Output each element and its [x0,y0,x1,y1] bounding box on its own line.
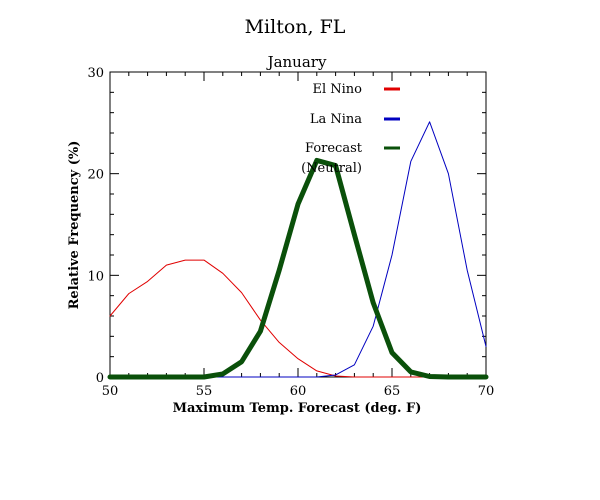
chart-title: Milton, FL [245,16,346,38]
x-tick-label: 65 [384,384,401,399]
legend-label-2: La Nina [310,112,362,127]
x-tick-label: 50 [102,384,119,399]
series-line-2 [109,121,487,378]
plot-frame [109,71,487,378]
x-tick-label: 70 [478,384,495,399]
y-tick-label: 30 [87,66,104,81]
chart-subtitle: January [266,53,327,71]
y-tick-label: 10 [87,269,104,284]
legend-label-3: (Neutral) [301,161,362,176]
y-axis-label: Relative Frequency (%) [67,141,82,310]
y-tick-label: 20 [87,168,104,183]
x-tick-label: 55 [196,384,213,399]
x-axis-label: Maximum Temp. Forecast (deg. F) [173,401,422,416]
series-line-3 [107,157,489,380]
x-tick-label: 60 [290,384,307,399]
series-line-1 [109,259,487,378]
plot-area: 50 55 60 65 70 0 10 20 30 El Nino La Nina Forecast (… [87,66,494,399]
y-tick-label: 0 [96,371,104,386]
legend-label-1: El Nino [312,82,362,97]
legend-label-3: Forecast [305,141,363,156]
